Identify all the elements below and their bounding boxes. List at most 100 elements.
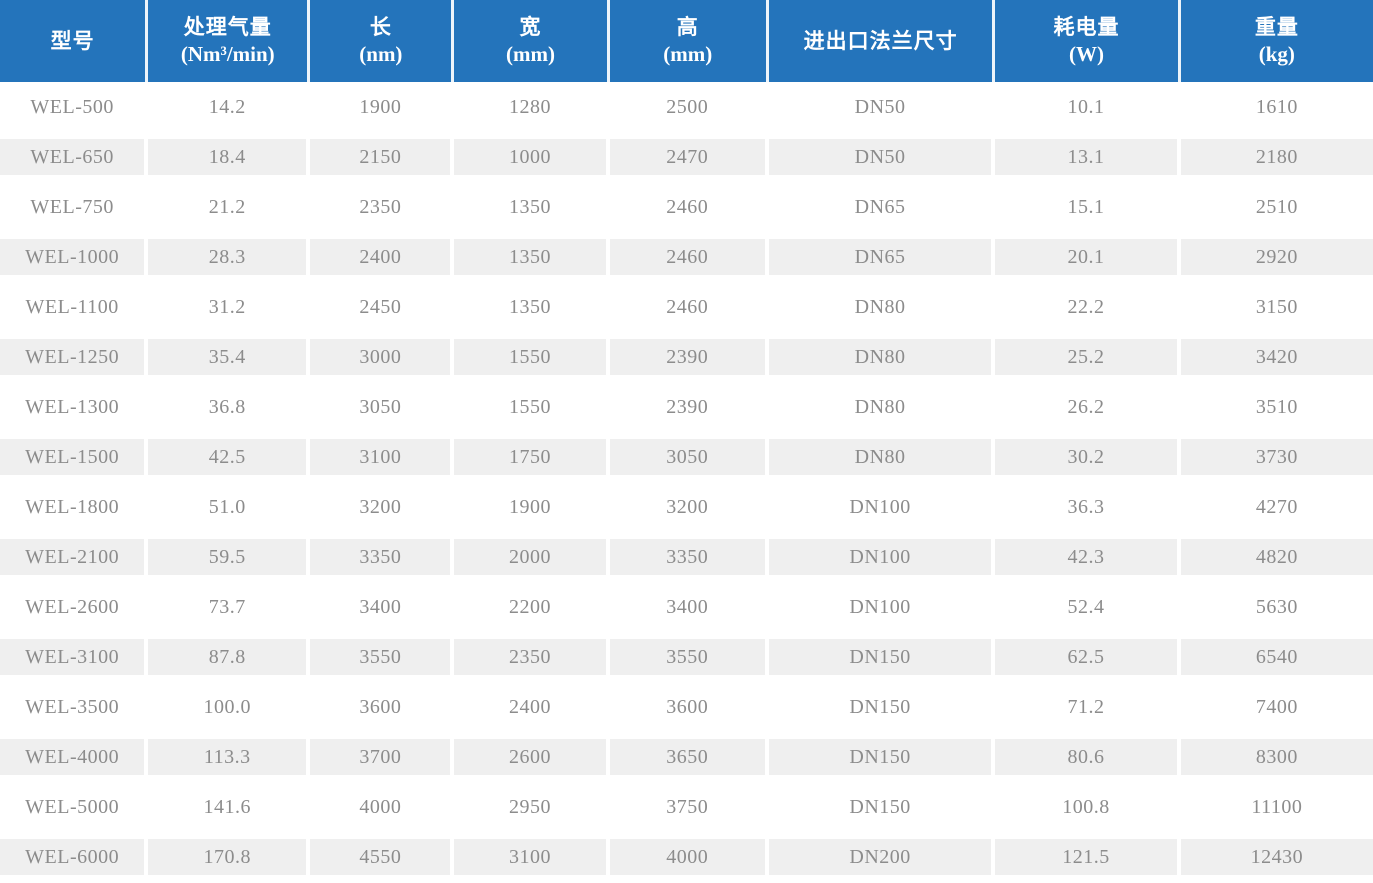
table-row: WEL-180051.0320019003200DN10036.34270 — [0, 482, 1373, 532]
table-cell: 3150 — [1181, 289, 1373, 325]
column-header-unit: (mm) — [506, 41, 555, 68]
table-cell: 1900 — [310, 89, 454, 125]
model-cell: WEL-5000 — [0, 789, 148, 825]
table-cell: 3400 — [610, 589, 769, 625]
table-cell: 14.2 — [148, 89, 310, 125]
column-header: 处理气量(Nm³/min) — [148, 0, 310, 82]
table-cell: 100.8 — [995, 789, 1180, 825]
table-cell: 13.1 — [995, 139, 1180, 175]
table-row: WEL-110031.2245013502460DN8022.23150 — [0, 282, 1373, 332]
table-cell: 3400 — [310, 589, 454, 625]
table-cell: DN80 — [769, 439, 996, 475]
column-header-unit: (kg) — [1259, 41, 1295, 68]
column-header-title: 高 — [677, 14, 699, 41]
table-cell: 1900 — [454, 489, 609, 525]
table-cell: 2460 — [610, 289, 769, 325]
table-row: WEL-100028.3240013502460DN6520.12920 — [0, 232, 1373, 282]
table-cell: 2920 — [1181, 239, 1373, 275]
table-cell: 2350 — [454, 639, 609, 675]
table-cell: 10.1 — [995, 89, 1180, 125]
table-cell: 5630 — [1181, 589, 1373, 625]
table-row: WEL-310087.8355023503550DN15062.56540 — [0, 632, 1373, 682]
table-cell: 2950 — [454, 789, 609, 825]
table-row: WEL-50014.2190012802500DN5010.11610 — [0, 82, 1373, 132]
table-cell: 42.3 — [995, 539, 1180, 575]
table-cell: DN50 — [769, 89, 996, 125]
table-cell: DN100 — [769, 539, 996, 575]
table-cell: 71.2 — [995, 689, 1180, 725]
table-cell: 3200 — [610, 489, 769, 525]
column-header-title: 长 — [370, 14, 392, 41]
column-header: 重量(kg) — [1181, 0, 1373, 82]
table-cell: 6540 — [1181, 639, 1373, 675]
table-cell: DN100 — [769, 589, 996, 625]
table-cell: DN150 — [769, 739, 996, 775]
table-cell: 2200 — [454, 589, 609, 625]
table-cell: 3050 — [310, 389, 454, 425]
table-cell: 11100 — [1181, 789, 1373, 825]
table-row: WEL-130036.8305015502390DN8026.23510 — [0, 382, 1373, 432]
table-cell: 3000 — [310, 339, 454, 375]
table-cell: 1550 — [454, 389, 609, 425]
column-header: 高(mm) — [610, 0, 769, 82]
table-cell: 3600 — [310, 689, 454, 725]
table-cell: 25.2 — [995, 339, 1180, 375]
model-cell: WEL-1100 — [0, 289, 148, 325]
model-cell: WEL-4000 — [0, 739, 148, 775]
table-cell: 3420 — [1181, 339, 1373, 375]
table-cell: 20.1 — [995, 239, 1180, 275]
table-cell: 2350 — [310, 189, 454, 225]
table-cell: 3350 — [610, 539, 769, 575]
table-body: WEL-50014.2190012802500DN5010.11610 WEL-6… — [0, 82, 1373, 882]
table-cell: 3700 — [310, 739, 454, 775]
table-cell: 1350 — [454, 289, 609, 325]
table-cell: DN150 — [769, 689, 996, 725]
model-cell: WEL-1300 — [0, 389, 148, 425]
table-cell: 1280 — [454, 89, 609, 125]
table-cell: 3550 — [610, 639, 769, 675]
table-cell: 4000 — [610, 839, 769, 875]
column-header-title: 宽 — [520, 14, 542, 41]
table-cell: DN50 — [769, 139, 996, 175]
table-cell: 26.2 — [995, 389, 1180, 425]
table-cell: 8300 — [1181, 739, 1373, 775]
table-cell: DN150 — [769, 639, 996, 675]
column-header-unit: (nm) — [359, 41, 402, 68]
table-cell: 170.8 — [148, 839, 310, 875]
column-header-title: 进出口法兰尺寸 — [804, 28, 958, 55]
table-cell: 87.8 — [148, 639, 310, 675]
table-row: WEL-75021.2235013502460DN6515.12510 — [0, 182, 1373, 232]
table-cell: 2460 — [610, 189, 769, 225]
table-cell: 100.0 — [148, 689, 310, 725]
table-cell: 1350 — [454, 239, 609, 275]
table-cell: 2400 — [310, 239, 454, 275]
column-header-title: 耗电量 — [1054, 14, 1120, 41]
table-cell: 1550 — [454, 339, 609, 375]
table-cell: 2390 — [610, 389, 769, 425]
table-row: WEL-6000170.8455031004000DN200121.512430 — [0, 832, 1373, 882]
column-header: 宽(mm) — [454, 0, 609, 82]
table-cell: 2400 — [454, 689, 609, 725]
table-cell: 2600 — [454, 739, 609, 775]
table-cell: 21.2 — [148, 189, 310, 225]
table-cell: 18.4 — [148, 139, 310, 175]
table-cell: 2450 — [310, 289, 454, 325]
table-cell: 3550 — [310, 639, 454, 675]
column-header-title: 型号 — [51, 28, 95, 55]
table-cell: 1350 — [454, 189, 609, 225]
model-cell: WEL-750 — [0, 189, 148, 225]
column-header-unit: (mm) — [663, 41, 712, 68]
table-cell: DN80 — [769, 389, 996, 425]
column-header: 耗电量(W) — [995, 0, 1180, 82]
table-cell: 62.5 — [995, 639, 1180, 675]
table-row: WEL-5000141.6400029503750DN150100.811100 — [0, 782, 1373, 832]
table-cell: 2510 — [1181, 189, 1373, 225]
table-cell: 113.3 — [148, 739, 310, 775]
table-cell: 42.5 — [148, 439, 310, 475]
table-cell: 3200 — [310, 489, 454, 525]
table-cell: 3100 — [454, 839, 609, 875]
table-cell: 3100 — [310, 439, 454, 475]
table-cell: DN80 — [769, 289, 996, 325]
table-row: WEL-125035.4300015502390DN8025.23420 — [0, 332, 1373, 382]
table-cell: 141.6 — [148, 789, 310, 825]
